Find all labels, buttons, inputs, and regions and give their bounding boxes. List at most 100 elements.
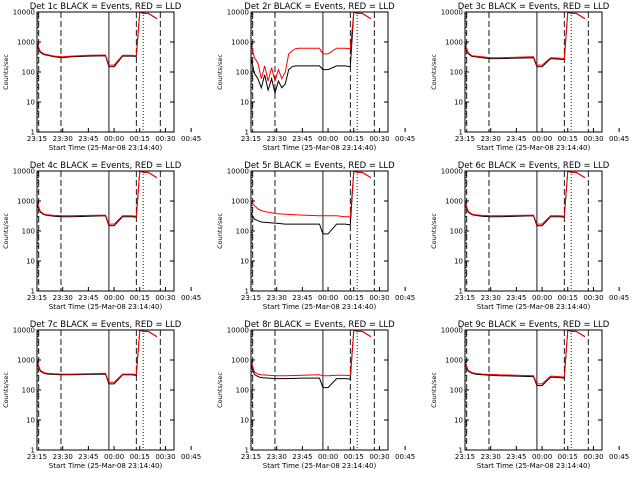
x-tick-label: 00:15 xyxy=(130,453,150,461)
x-tick-label: 00:45 xyxy=(181,135,201,143)
series-line-lld xyxy=(251,171,372,218)
y-tick-label: 10 xyxy=(26,417,35,425)
panel-title: Det 7c BLACK = Events, RED = LLD xyxy=(30,320,182,330)
y-tick-label: 1 xyxy=(31,129,35,137)
y-tick-label: 1000 xyxy=(17,357,35,365)
panel-8: Det 8r BLACK = Events, RED = LLD Counts/s… xyxy=(216,320,415,470)
y-tick-label: 1000 xyxy=(231,39,249,47)
y-tick-label: 1 xyxy=(245,288,249,296)
panel-title: Det 9c BLACK = Events, RED = LLD xyxy=(458,320,610,330)
x-tick-label: 23:45 xyxy=(78,453,98,461)
x-tick-label: 00:00 xyxy=(318,453,338,461)
x-axis-label: Start Time (25-Mar-08 23:14:40) xyxy=(477,462,591,470)
y-tick-label: 1000 xyxy=(17,39,35,47)
y-tick-label: 10 xyxy=(26,258,35,266)
y-tick-label: 1 xyxy=(245,447,249,455)
y-axis-label: Counts/sec xyxy=(430,213,438,249)
y-axis-label: Counts/sec xyxy=(216,372,224,408)
panel-title: Det 5r BLACK = Events, RED = LLD xyxy=(244,161,395,171)
x-tick-label: 23:15 xyxy=(241,294,261,302)
y-tick-label: 1000 xyxy=(445,357,463,365)
x-tick-label: 00:00 xyxy=(532,453,552,461)
x-tick-label: 00:30 xyxy=(155,294,175,302)
x-tick-label: 23:15 xyxy=(455,294,475,302)
x-tick-label: 23:45 xyxy=(78,135,98,143)
x-axis-label: Start Time (25-Mar-08 23:14:40) xyxy=(263,144,377,152)
y-tick-label: 1000 xyxy=(231,198,249,206)
axes-frame xyxy=(250,170,389,292)
axes-frame xyxy=(464,11,603,133)
panel-3: Det 3c BLACK = Events, RED = LLD Counts/s… xyxy=(430,2,629,152)
y-tick-label: 1 xyxy=(245,129,249,137)
x-tick-label: 00:15 xyxy=(558,135,578,143)
y-tick-label: 1 xyxy=(459,288,463,296)
x-tick-label: 23:30 xyxy=(481,294,501,302)
axes-frame xyxy=(36,11,175,133)
x-tick-label: 00:45 xyxy=(609,453,629,461)
x-tick-label: 23:45 xyxy=(292,453,312,461)
y-tick-label: 10 xyxy=(240,99,249,107)
panel-title: Det 1c BLACK = Events, RED = LLD xyxy=(30,2,182,12)
panel-9: Det 9c BLACK = Events, RED = LLD Counts/s… xyxy=(430,320,629,470)
x-tick-label: 23:30 xyxy=(53,453,73,461)
x-tick-label: 00:15 xyxy=(130,135,150,143)
y-tick-label: 1000 xyxy=(445,198,463,206)
y-tick-label: 10000 xyxy=(441,327,463,335)
y-tick-label: 10000 xyxy=(227,327,249,335)
x-axis-label: Start Time (25-Mar-08 23:14:40) xyxy=(49,462,163,470)
y-tick-label: 10 xyxy=(454,258,463,266)
x-tick-label: 00:15 xyxy=(558,294,578,302)
x-tick-label: 23:15 xyxy=(241,453,261,461)
y-tick-label: 10000 xyxy=(227,9,249,17)
x-tick-label: 00:45 xyxy=(395,135,415,143)
x-tick-label: 00:15 xyxy=(558,453,578,461)
y-tick-label: 10000 xyxy=(441,168,463,176)
x-tick-label: 23:30 xyxy=(481,135,501,143)
panel-title: Det 3c BLACK = Events, RED = LLD xyxy=(458,2,610,12)
y-tick-label: 1000 xyxy=(445,39,463,47)
y-axis-label: Counts/sec xyxy=(430,54,438,90)
series-line-lld xyxy=(465,330,586,385)
series-line-events xyxy=(251,12,372,95)
y-axis-label: Counts/sec xyxy=(2,54,10,90)
axes-frame xyxy=(250,329,389,451)
x-tick-label: 23:30 xyxy=(481,453,501,461)
series-line-lld xyxy=(465,12,586,66)
y-tick-label: 100 xyxy=(22,387,35,395)
x-tick-label: 00:30 xyxy=(155,135,175,143)
y-tick-label: 10 xyxy=(240,417,249,425)
axes-frame xyxy=(36,329,175,451)
x-tick-label: 23:45 xyxy=(506,453,526,461)
panel-title: Det 6c BLACK = Events, RED = LLD xyxy=(458,161,610,171)
y-axis-label: Counts/sec xyxy=(216,213,224,249)
panel-6: Det 6c BLACK = Events, RED = LLD Counts/s… xyxy=(430,161,629,311)
x-tick-label: 23:15 xyxy=(455,135,475,143)
x-tick-label: 23:45 xyxy=(506,294,526,302)
y-tick-label: 10000 xyxy=(13,327,35,335)
x-tick-label: 23:30 xyxy=(53,135,73,143)
x-tick-label: 00:30 xyxy=(369,294,389,302)
y-tick-label: 10000 xyxy=(13,168,35,176)
y-axis-label: Counts/sec xyxy=(430,372,438,408)
x-tick-label: 00:30 xyxy=(155,453,175,461)
x-tick-label: 00:15 xyxy=(344,453,364,461)
panel-2: Det 2r BLACK = Events, RED = LLD Counts/s… xyxy=(216,2,415,152)
x-tick-label: 00:45 xyxy=(181,453,201,461)
axes-frame xyxy=(464,170,603,292)
y-tick-label: 10 xyxy=(454,417,463,425)
x-axis-label: Start Time (25-Mar-08 23:14:40) xyxy=(49,303,163,311)
x-tick-label: 00:30 xyxy=(369,453,389,461)
x-tick-label: 00:00 xyxy=(104,453,124,461)
y-tick-label: 100 xyxy=(236,228,249,236)
panel-1: Det 1c BLACK = Events, RED = LLD Counts/s… xyxy=(2,2,201,152)
x-tick-label: 00:30 xyxy=(583,294,603,302)
x-tick-label: 00:45 xyxy=(181,294,201,302)
x-tick-label: 00:30 xyxy=(369,135,389,143)
x-tick-label: 23:45 xyxy=(292,294,312,302)
y-tick-label: 1000 xyxy=(231,357,249,365)
y-axis-label: Counts/sec xyxy=(216,54,224,90)
panel-4: Det 4c BLACK = Events, RED = LLD Counts/s… xyxy=(2,161,201,311)
y-tick-label: 10 xyxy=(240,258,249,266)
x-tick-label: 00:15 xyxy=(344,294,364,302)
